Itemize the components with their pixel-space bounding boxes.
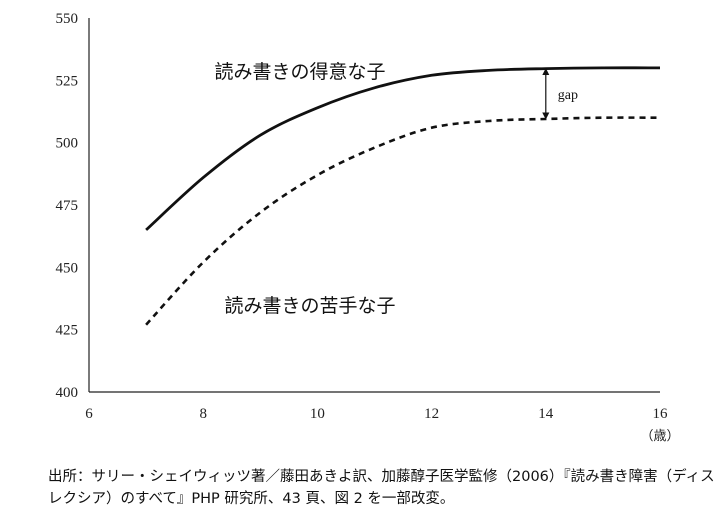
x-tick-label: 10: [310, 406, 325, 422]
x-tick-label: 6: [85, 406, 93, 422]
y-tick-label: 525: [56, 73, 79, 89]
annotations: gap: [542, 68, 578, 120]
y-axis-ticks: 400 425 450 475 500 525 550: [56, 11, 79, 401]
x-tick-label: 8: [199, 406, 207, 422]
series-line-poor-readers: [145, 116, 661, 326]
y-tick-label: 400: [56, 385, 79, 401]
x-axis-unit-label: （歳）: [640, 429, 679, 444]
series-label: 読み書きの得意な子: [214, 61, 385, 83]
x-tick-label: 12: [424, 406, 439, 422]
x-tick-label: 16: [653, 406, 669, 422]
series-line-good-readers: [145, 66, 661, 231]
y-tick-label: 500: [56, 136, 79, 152]
axes: [88, 18, 660, 393]
y-tick-label: 450: [56, 260, 79, 276]
y-tick-label: 475: [56, 198, 79, 214]
y-tick-label: 550: [56, 11, 79, 27]
x-axis-ticks: 6 8 10 12 14 16: [85, 406, 668, 422]
source-note: 出所：サリー・シェイウィッツ著／藤田あきよ訳、加藤醇子医学監修（2006）『読み…: [48, 469, 715, 507]
y-tick-label: 425: [56, 323, 79, 339]
series-label: 読み書きの苦手な子: [224, 295, 395, 317]
x-tick-label: 14: [538, 406, 554, 422]
gap-label: gap: [558, 88, 578, 103]
